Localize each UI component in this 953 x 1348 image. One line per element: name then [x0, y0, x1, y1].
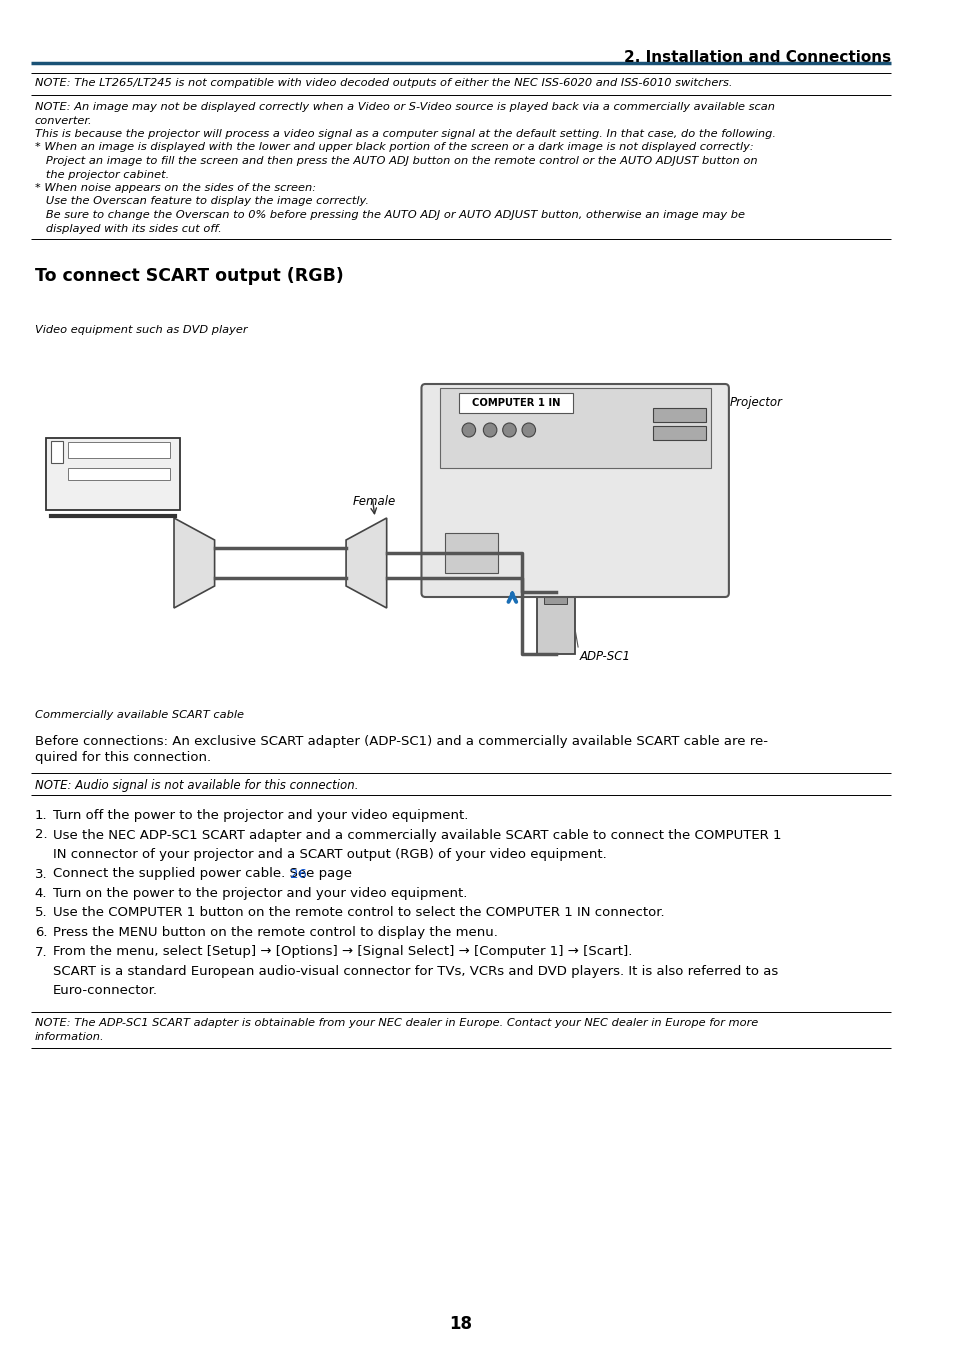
Text: Euro-connector.: Euro-connector. — [53, 984, 158, 998]
Text: 5.: 5. — [34, 906, 48, 919]
Text: NOTE: The LT265/LT245 is not compatible with video decoded outputs of either the: NOTE: The LT265/LT245 is not compatible … — [34, 78, 732, 88]
Bar — [47, 438, 179, 510]
Text: Video equipment such as DVD player: Video equipment such as DVD player — [34, 325, 247, 336]
Text: Connect the supplied power cable. See page: Connect the supplied power cable. See pa… — [53, 868, 356, 880]
Text: quired for this connection.: quired for this connection. — [34, 751, 211, 764]
Text: To connect SCART output (RGB): To connect SCART output (RGB) — [34, 267, 343, 284]
Polygon shape — [173, 518, 214, 608]
Bar — [536, 592, 575, 654]
Text: SCART is a standard European audio-visual connector for TVs, VCRs and DVD player: SCART is a standard European audio-visua… — [53, 965, 778, 979]
Text: 4.: 4. — [34, 887, 48, 900]
Text: converter.: converter. — [34, 116, 92, 125]
Text: COMPUTER 1 IN: COMPUTER 1 IN — [472, 398, 559, 408]
Text: 2.: 2. — [34, 829, 48, 841]
Polygon shape — [346, 518, 386, 608]
Text: information.: information. — [34, 1031, 104, 1042]
FancyBboxPatch shape — [421, 384, 728, 597]
Text: NOTE: The ADP-SC1 SCART adapter is obtainable from your NEC dealer in Europe. Co: NOTE: The ADP-SC1 SCART adapter is obtai… — [34, 1018, 758, 1029]
Bar — [439, 388, 710, 468]
Text: Turn on the power to the projector and your video equipment.: Turn on the power to the projector and y… — [53, 887, 467, 900]
Text: 6.: 6. — [34, 926, 48, 940]
Circle shape — [502, 423, 516, 437]
Circle shape — [521, 423, 535, 437]
Text: NOTE: An image may not be displayed correctly when a Video or S-Video source is : NOTE: An image may not be displayed corr… — [34, 102, 774, 112]
Text: * When an image is displayed with the lower and upper black portion of the scree: * When an image is displayed with the lo… — [34, 143, 753, 152]
Text: Be sure to change the Overscan to 0% before pressing the AUTO ADJ or AUTO ADJUST: Be sure to change the Overscan to 0% bef… — [34, 210, 744, 220]
Text: Projector: Projector — [729, 396, 782, 408]
Text: 18: 18 — [449, 1316, 472, 1333]
Text: Commercially available SCART cable: Commercially available SCART cable — [34, 710, 244, 720]
Circle shape — [483, 423, 497, 437]
Text: Female: Female — [353, 495, 395, 508]
Text: Use the NEC ADP-SC1 SCART adapter and a commercially available SCART cable to co: Use the NEC ADP-SC1 SCART adapter and a … — [53, 829, 781, 841]
Bar — [68, 442, 170, 458]
Circle shape — [461, 423, 476, 437]
Text: Press the MENU button on the remote control to display the menu.: Press the MENU button on the remote cont… — [53, 926, 497, 940]
Text: displayed with its sides cut off.: displayed with its sides cut off. — [34, 224, 221, 233]
Bar — [68, 468, 170, 480]
Text: * When noise appears on the sides of the screen:: * When noise appears on the sides of the… — [34, 183, 315, 193]
Text: the projector cabinet.: the projector cabinet. — [34, 170, 169, 179]
Text: 2. Installation and Connections: 2. Installation and Connections — [623, 50, 890, 65]
Text: From the menu, select [Setup] → [Options] → [Signal Select] → [Computer 1] → [Sc: From the menu, select [Setup] → [Options… — [53, 945, 632, 958]
Bar — [652, 426, 705, 439]
Bar — [543, 596, 567, 604]
Text: IN connector of your projector and a SCART output (RGB) of your video equipment.: IN connector of your projector and a SCA… — [53, 848, 606, 861]
Text: NOTE: Audio signal is not available for this connection.: NOTE: Audio signal is not available for … — [34, 779, 358, 793]
Bar — [51, 441, 63, 462]
Text: ADP-SC1: ADP-SC1 — [579, 650, 630, 663]
Text: Before connections: An exclusive SCART adapter (ADP-SC1) and a commercially avai: Before connections: An exclusive SCART a… — [34, 735, 767, 748]
Bar — [444, 532, 497, 573]
Text: Use the COMPUTER 1 button on the remote control to select the COMPUTER 1 IN conn: Use the COMPUTER 1 button on the remote … — [53, 906, 664, 919]
Text: 1.: 1. — [34, 809, 48, 822]
Bar — [652, 408, 705, 422]
Text: Use the Overscan feature to display the image correctly.: Use the Overscan feature to display the … — [34, 197, 369, 206]
Text: This is because the projector will process a video signal as a computer signal a: This is because the projector will proce… — [34, 129, 775, 139]
Text: 26: 26 — [290, 868, 307, 880]
Text: Turn off the power to the projector and your video equipment.: Turn off the power to the projector and … — [53, 809, 468, 822]
Text: 3.: 3. — [34, 868, 48, 880]
Text: Project an image to fill the screen and then press the AUTO ADJ button on the re: Project an image to fill the screen and … — [34, 156, 757, 166]
Bar — [458, 394, 573, 412]
Text: 7.: 7. — [34, 945, 48, 958]
Text: .: . — [301, 868, 306, 880]
